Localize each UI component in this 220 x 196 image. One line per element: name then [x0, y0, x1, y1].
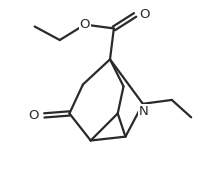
Text: N: N: [139, 105, 149, 118]
Text: O: O: [139, 8, 150, 21]
Text: O: O: [80, 18, 90, 31]
Text: O: O: [28, 109, 39, 122]
